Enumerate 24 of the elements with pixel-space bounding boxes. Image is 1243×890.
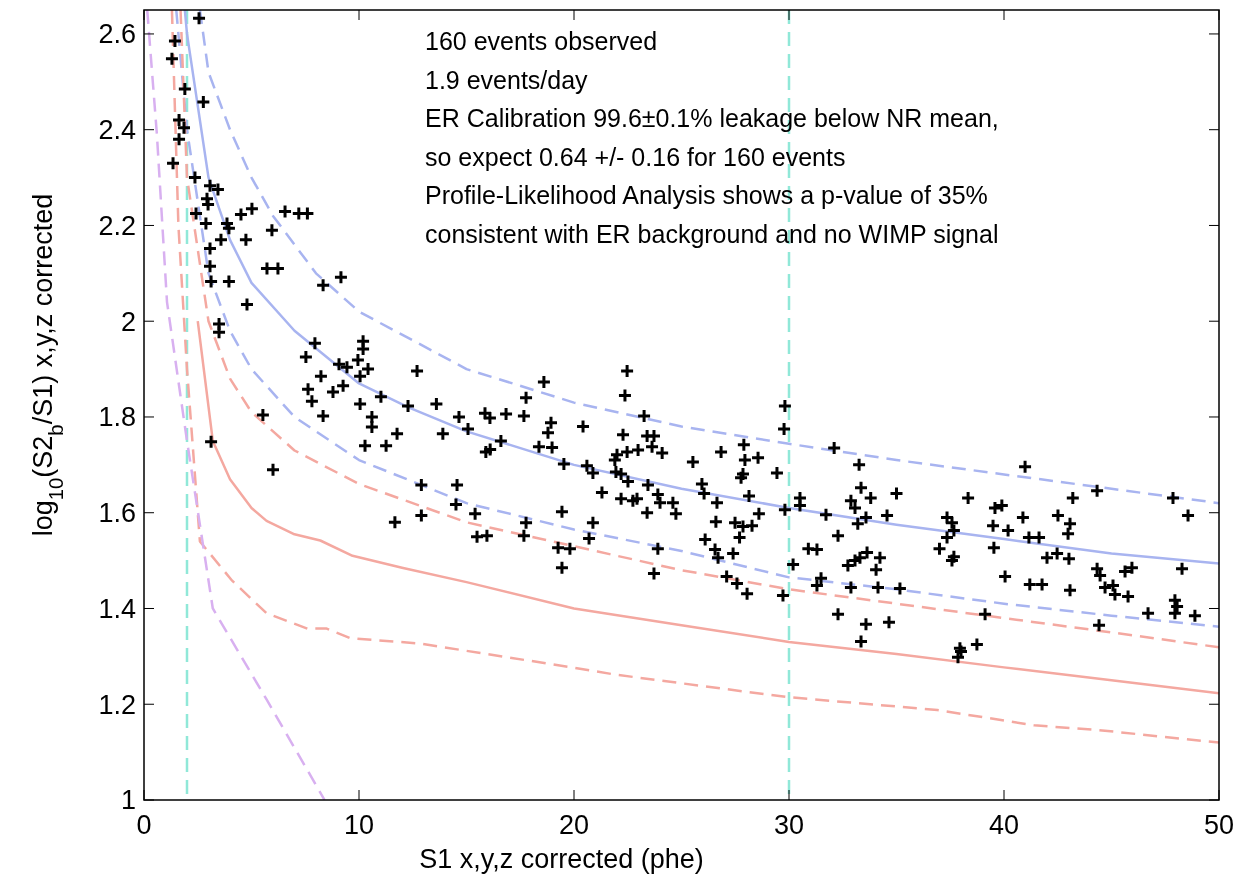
- y-tick-label: 2.6: [98, 19, 136, 50]
- y-tick-label: 1: [120, 785, 136, 816]
- annotation: consistent with ER background and no WIMP signal: [425, 219, 999, 248]
- annotation: ER Calibration 99.6±0.1% leakage below NR mean,: [425, 104, 999, 132]
- annotation: so expect 0.64 +/- 0.16 for 160 events: [425, 142, 846, 171]
- x-tick-label: 20: [558, 810, 590, 840]
- x-tick-label: 0: [136, 810, 152, 840]
- y-tick-label: 2: [120, 306, 136, 337]
- y-tick-label: 1.4: [98, 593, 136, 624]
- annotation: Profile-Likelihood Analysis shows a p-value of 35%: [425, 181, 988, 209]
- x-tick-label: 10: [343, 810, 375, 840]
- y-tick-label: 1.8: [98, 402, 136, 433]
- y-tick-label: 1.6: [98, 498, 136, 529]
- x-axis-title: S1 x,y,z corrected (phe): [419, 844, 704, 874]
- x-tick-label: 40: [988, 810, 1020, 840]
- line-series: [145, 10, 326, 800]
- y-tick-label: 2.4: [98, 115, 136, 146]
- x-tick-label: 50: [1203, 810, 1235, 840]
- line-series: [196, 319, 1219, 695]
- annotation: 160 events observed: [425, 27, 658, 55]
- x-tick-label: 30: [773, 810, 805, 840]
- annotation: 1.9 events/day: [425, 65, 589, 94]
- y-tick-label: 2.2: [98, 210, 136, 241]
- y-tick-label: 1.2: [98, 689, 136, 720]
